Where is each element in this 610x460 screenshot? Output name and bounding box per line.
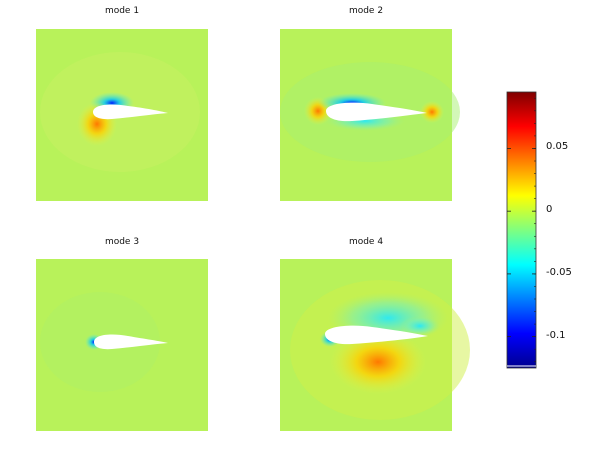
panel-title-mode-4: mode 4: [348, 237, 384, 247]
airfoil-mode-1: [93, 104, 168, 120]
airfoil-mode-4: [325, 325, 428, 345]
panel-mode-3: [36, 259, 208, 431]
hotspot-mode-2-3: [420, 101, 444, 123]
colorbar-tick-label-0: 0.05: [546, 141, 569, 153]
panel-mode-4: [280, 259, 470, 431]
colorbar: [506, 91, 537, 369]
hotspot-mode-4-2: [330, 330, 426, 394]
colorbar-tick-label-3: -0.1: [546, 329, 566, 341]
colorbar-gradient: [506, 91, 537, 369]
hotspot-mode-4-3: [400, 316, 440, 336]
panel-title-mode-2: mode 2: [348, 6, 384, 16]
colorbar-tick-label-1: 0: [546, 204, 553, 216]
panel-title-mode-1: mode 1: [104, 6, 140, 16]
panel-mode-2: [280, 29, 460, 201]
panel-title-mode-3: mode 3: [104, 237, 140, 247]
colorbar-ticks: [507, 97, 536, 363]
airfoil-mode-2: [326, 102, 427, 122]
panel-mode-1: [36, 29, 208, 201]
airfoil-mode-3: [94, 334, 168, 350]
colorbar-tick-label-2: -0.05: [546, 266, 572, 278]
